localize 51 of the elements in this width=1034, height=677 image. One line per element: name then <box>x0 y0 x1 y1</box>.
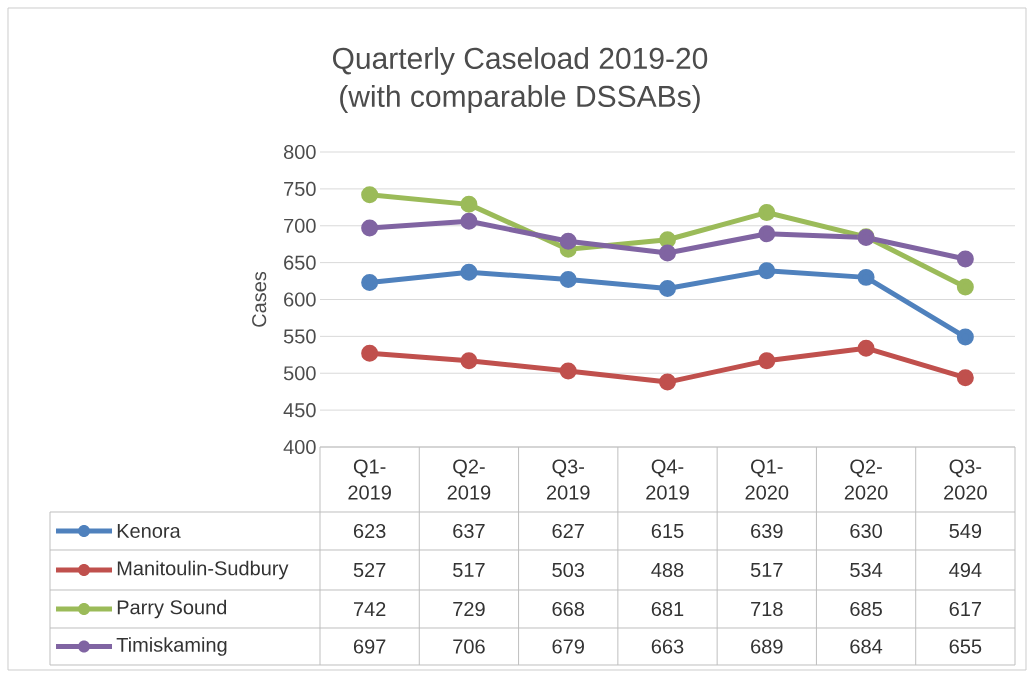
data-label: 503 <box>552 562 585 578</box>
y-tick-label: 450 <box>283 403 316 418</box>
data-label: 630 <box>850 523 882 539</box>
data-label: 729 <box>453 601 485 617</box>
y-tick-label: 800 <box>283 144 316 160</box>
legend-label: Manitoulin-Sudbury <box>117 560 289 580</box>
data-label: 655 <box>949 639 982 654</box>
data-label: 527 <box>353 562 386 578</box>
chart-title: Quarterly Caseload 2019-20 <box>332 47 708 75</box>
data-label: 742 <box>353 602 386 616</box>
y-tick-label: 650 <box>284 255 316 270</box>
y-tick-label: 400 <box>283 439 316 455</box>
chart-subtitle: (with comparable DSSABs) <box>340 85 700 113</box>
data-label: 617 <box>949 601 982 617</box>
x-tick-label: Q3-2019 <box>546 459 590 500</box>
y-tick-label: 600 <box>284 292 316 307</box>
legend-label: Kenora <box>117 524 181 538</box>
legend-label: Timiskaming <box>116 637 227 656</box>
data-label: 627 <box>552 523 584 539</box>
data-label: 718 <box>751 601 783 617</box>
data-label: 639 <box>751 523 783 539</box>
data-label: 494 <box>949 562 982 578</box>
data-label: 549 <box>949 523 982 539</box>
x-tick-label: Q2-2020 <box>844 459 888 500</box>
data-label: 689 <box>751 639 783 654</box>
data-label: 623 <box>353 523 386 539</box>
data-label: 534 <box>850 562 883 578</box>
data-label: 697 <box>353 639 386 654</box>
data-label: 615 <box>651 523 684 539</box>
y-tick-label: 550 <box>283 329 316 344</box>
data-label: 637 <box>453 523 485 539</box>
data-label: 663 <box>651 639 684 654</box>
x-tick-label: Q4-2019 <box>646 459 689 500</box>
data-label: 517 <box>750 563 783 577</box>
y-tick-label: 700 <box>284 218 316 233</box>
x-tick-label: Q2-2019 <box>447 459 491 500</box>
y-axis-title: Cases <box>252 271 267 327</box>
data-label: 679 <box>552 639 584 654</box>
data-label: 684 <box>850 639 883 654</box>
y-tick-label: 750 <box>284 181 316 196</box>
legend-label: Parry Sound <box>117 599 227 619</box>
x-tick-label: Q3-2020 <box>944 459 987 500</box>
y-tick-label: 500 <box>283 366 316 381</box>
data-label: 517 <box>453 563 485 577</box>
data-label: 706 <box>453 639 485 654</box>
data-label: 488 <box>651 562 684 578</box>
data-label: 685 <box>850 601 882 617</box>
data-label: 668 <box>552 601 585 617</box>
x-tick-label: Q1-2019 <box>348 459 391 500</box>
data-label: 681 <box>651 601 684 617</box>
x-tick-label: Q1-2020 <box>745 459 789 500</box>
